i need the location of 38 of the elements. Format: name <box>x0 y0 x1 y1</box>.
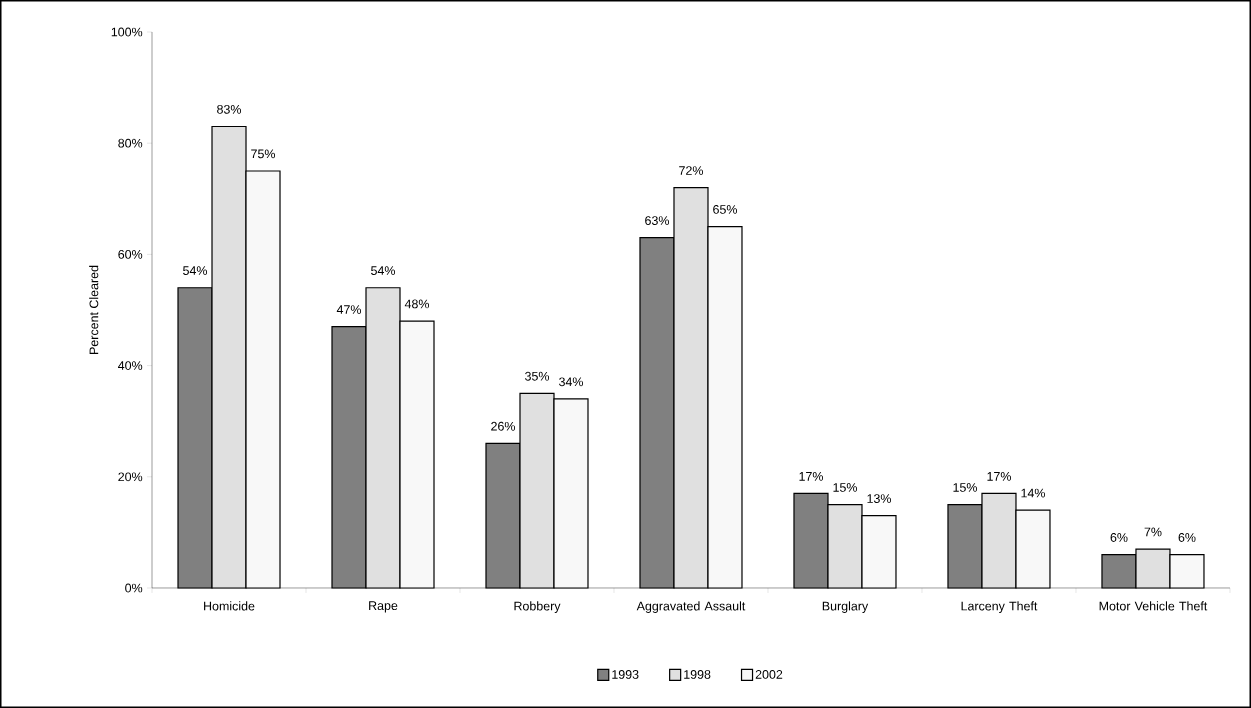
legend-label: 2002 <box>755 670 783 679</box>
data-label: 47% <box>336 305 362 314</box>
data-label: 54% <box>371 266 396 275</box>
x-tick-label: Motor Vehicle Theft <box>1099 601 1208 611</box>
data-label: 17% <box>987 472 1011 481</box>
data-label: 14% <box>1021 488 1045 498</box>
x-tick-label: Homicide <box>204 601 255 611</box>
data-label: 35% <box>525 371 550 381</box>
data-label: 65% <box>713 205 737 214</box>
data-label: 72% <box>679 166 703 175</box>
y-axis-title: Percent Cleared <box>89 265 99 354</box>
y-tick-label: 40% <box>118 361 143 370</box>
data-label: 48% <box>404 299 430 309</box>
data-label: 6% <box>1178 533 1196 542</box>
y-tick-label: 100% <box>111 27 143 37</box>
x-tick-label: Robbery <box>514 601 561 613</box>
data-label: 75% <box>251 149 276 159</box>
y-tick-label: 60% <box>118 249 143 259</box>
x-tick-label: Rape <box>369 601 398 613</box>
data-label: 63% <box>645 216 669 225</box>
data-label: 15% <box>953 483 977 492</box>
data-label: 6% <box>1110 533 1128 542</box>
x-tick-label: Burglary <box>822 601 869 613</box>
legend-label: 1993 <box>612 670 639 679</box>
y-tick-label: 80% <box>118 138 143 148</box>
y-tick-label: 20% <box>118 472 143 482</box>
data-label: 54% <box>183 266 208 275</box>
data-label: 34% <box>559 377 584 387</box>
legend-label: 1998 <box>684 670 711 679</box>
x-tick-label: Aggravated Assault <box>636 601 746 613</box>
data-label: 83% <box>217 104 242 114</box>
data-label: 15% <box>833 483 857 492</box>
data-label: 26% <box>491 421 516 431</box>
y-tick-label: 0% <box>125 583 143 593</box>
data-label: 13% <box>867 494 891 503</box>
x-tick-label: Larceny Theft <box>961 601 1038 613</box>
data-label: 17% <box>799 472 823 481</box>
data-label: 7% <box>1144 527 1162 537</box>
